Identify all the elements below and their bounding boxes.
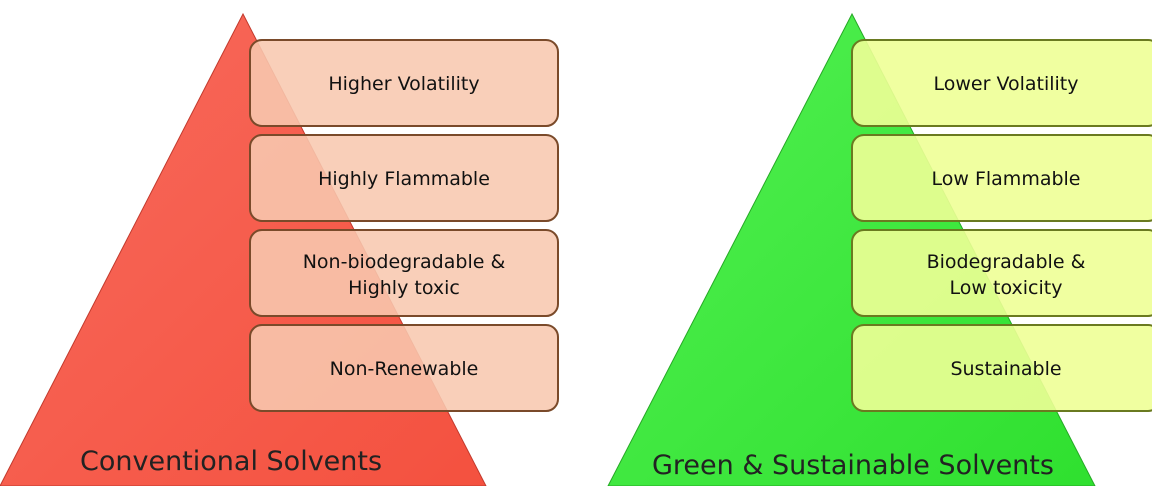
item-label: Highly Flammable xyxy=(318,168,490,190)
item-box xyxy=(851,134,1152,222)
item-label: Sustainable xyxy=(950,358,1061,380)
item-label: Biodegradable & Low toxicity xyxy=(927,251,1086,299)
item-box xyxy=(851,39,1152,127)
boxes: Higher Volatility Highly Flammable Non-bio… xyxy=(249,39,1152,412)
pyramid-title: Green & Sustainable Solvents xyxy=(652,450,1054,481)
item-box xyxy=(249,39,559,127)
item-box xyxy=(851,229,1152,317)
item-box xyxy=(249,324,559,412)
item-label: Higher Volatility xyxy=(328,73,479,95)
item-box xyxy=(249,229,559,317)
item-label: Non-biodegradable & Highly toxic xyxy=(303,251,506,299)
item-box xyxy=(851,324,1152,412)
pyramid-title: Conventional Solvents xyxy=(80,446,382,477)
item-label: Low Flammable xyxy=(932,168,1081,190)
item-box xyxy=(249,134,559,222)
item-label: Non-Renewable xyxy=(330,358,479,380)
item-label: Lower Volatility xyxy=(933,73,1078,95)
